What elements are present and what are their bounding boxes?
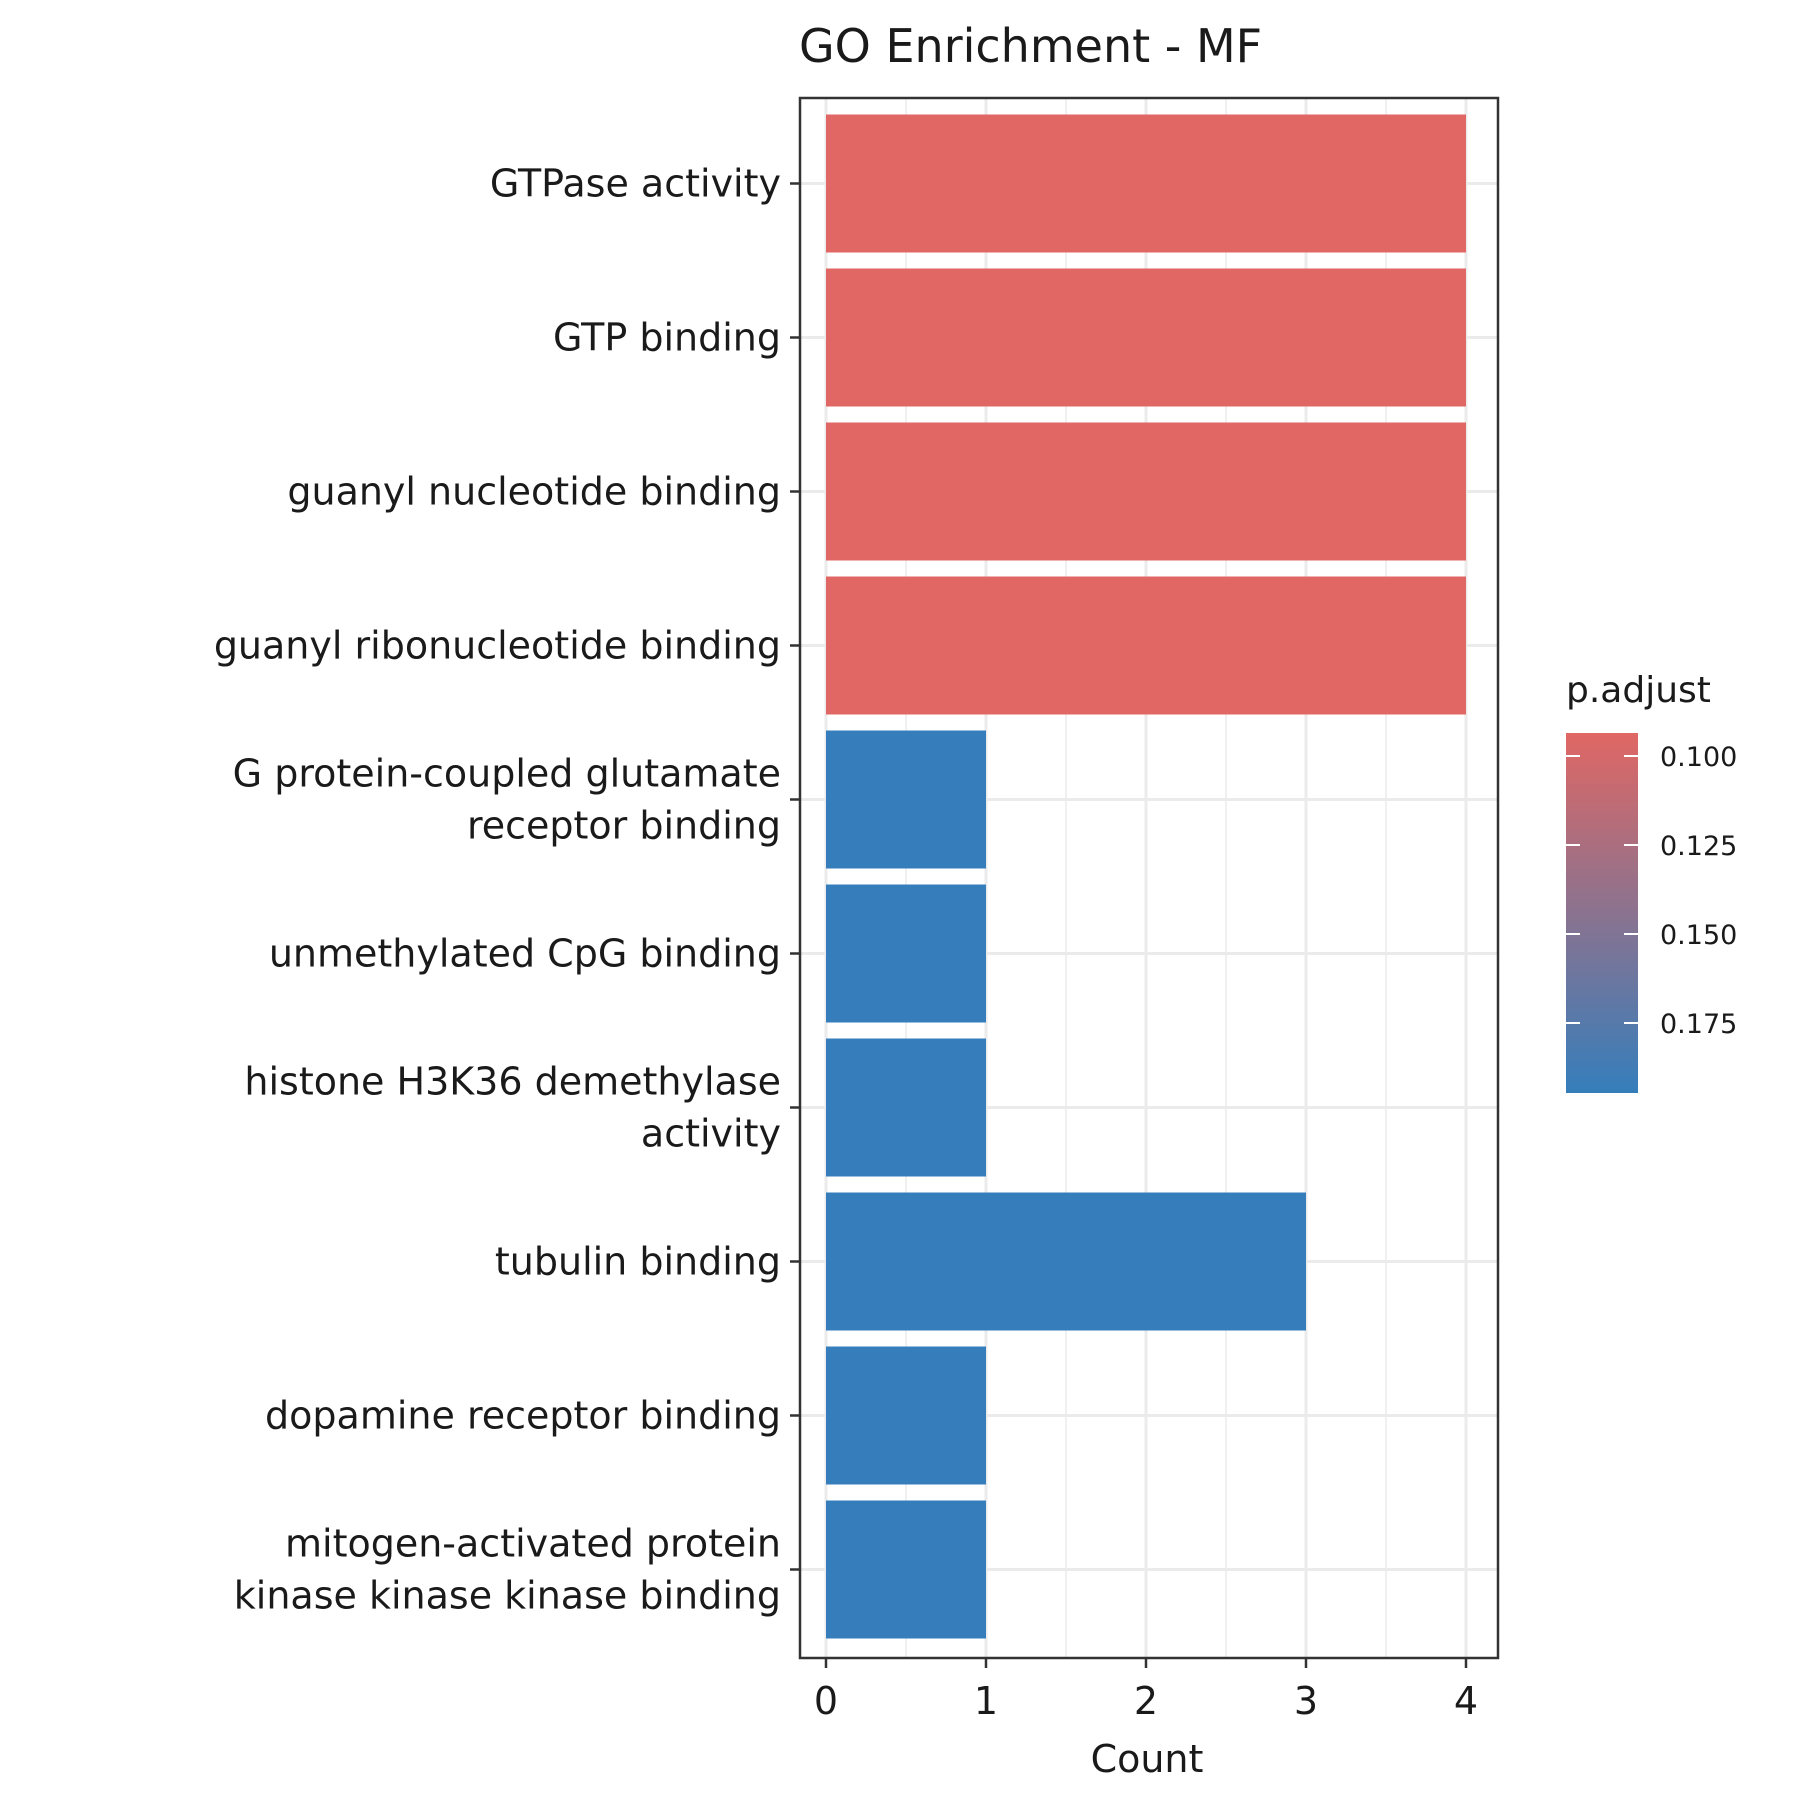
bar: [826, 1500, 986, 1639]
category-label: GTPase activity: [490, 162, 781, 206]
bar: [826, 1192, 1306, 1331]
x-tick-label: 3: [1294, 1679, 1318, 1723]
category-label: mitogen-activated protein kinase kinase k…: [234, 1522, 781, 1618]
bar: [826, 1346, 986, 1485]
bar: [826, 114, 1466, 253]
chart-title: GO Enrichment - MF: [799, 19, 1262, 73]
legend-label: 0.175: [1660, 1009, 1737, 1040]
category-label: tubulin binding: [495, 1240, 781, 1284]
category-labels: GTPase activity GTP binding guanyl nucleot…: [214, 162, 800, 1618]
legend-label: 0.125: [1660, 831, 1737, 862]
bar: [826, 730, 986, 869]
category-label: guanyl ribonucleotide binding: [214, 624, 781, 668]
category-label: guanyl nucleotide binding: [287, 470, 781, 514]
category-label: dopamine receptor binding: [265, 1394, 781, 1438]
x-tick-label: 1: [974, 1679, 998, 1723]
color-legend: p.adjust 0.100 0.125 0.150 0.175: [1566, 670, 1737, 1093]
x-tick-label: 2: [1134, 1679, 1158, 1723]
bar: [826, 1038, 986, 1177]
legend-colorbar: [1566, 733, 1638, 1093]
x-axis-title: Count: [1091, 1737, 1204, 1781]
legend-title: p.adjust: [1566, 670, 1711, 711]
category-label: G protein-coupled glutamate receptor bind…: [233, 752, 781, 848]
bar: [826, 422, 1466, 561]
legend-label: 0.100: [1660, 742, 1737, 773]
category-label: unmethylated CpG binding: [269, 932, 781, 976]
bar: [826, 576, 1466, 715]
category-label: histone H3K36 demethylase activity: [244, 1060, 781, 1156]
plot-panel-border: [798, 96, 1500, 1660]
category-label: GTP binding: [553, 316, 781, 360]
x-tick-label: 4: [1454, 1679, 1478, 1723]
x-axis-ticks: 0 1 2 3 4: [814, 1658, 1478, 1723]
bar: [826, 884, 986, 1023]
x-tick-label: 0: [814, 1679, 838, 1723]
legend-label: 0.150: [1660, 920, 1737, 951]
bars: [826, 114, 1466, 1639]
bar: [826, 268, 1466, 407]
